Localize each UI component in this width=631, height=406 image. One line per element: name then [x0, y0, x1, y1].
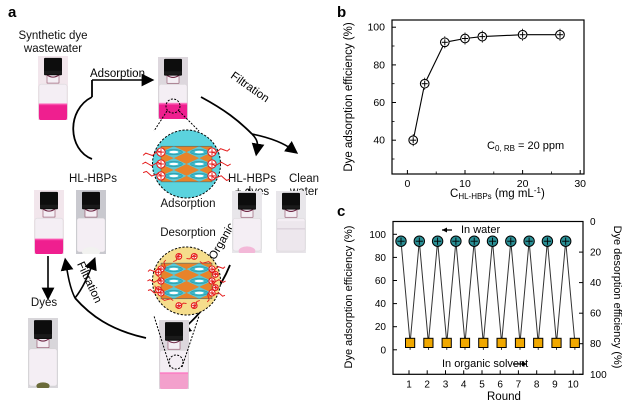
svg-text:10: 10: [568, 379, 580, 390]
svg-text:7: 7: [516, 379, 522, 390]
svg-text:9: 9: [552, 379, 558, 390]
svg-text:20: 20: [590, 248, 602, 259]
svg-text:80: 80: [375, 253, 387, 264]
svg-text:4: 4: [461, 379, 467, 390]
svg-text:80: 80: [590, 339, 602, 350]
svg-text:8: 8: [534, 379, 540, 390]
svg-text:6: 6: [497, 379, 503, 390]
svg-text:60: 60: [375, 276, 387, 287]
svg-text:40: 40: [590, 278, 602, 289]
svg-text:20: 20: [375, 322, 387, 333]
svg-text:0: 0: [380, 345, 386, 356]
svg-text:100: 100: [590, 370, 607, 381]
svg-text:0: 0: [590, 217, 596, 228]
svg-text:3: 3: [443, 379, 449, 390]
svg-text:40: 40: [375, 299, 387, 310]
svg-text:1: 1: [406, 379, 412, 390]
svg-text:60: 60: [590, 309, 602, 320]
svg-text:5: 5: [479, 379, 485, 390]
svg-text:In water: In water: [461, 224, 500, 236]
svg-text:100: 100: [369, 230, 386, 241]
svg-text:2: 2: [424, 379, 430, 390]
